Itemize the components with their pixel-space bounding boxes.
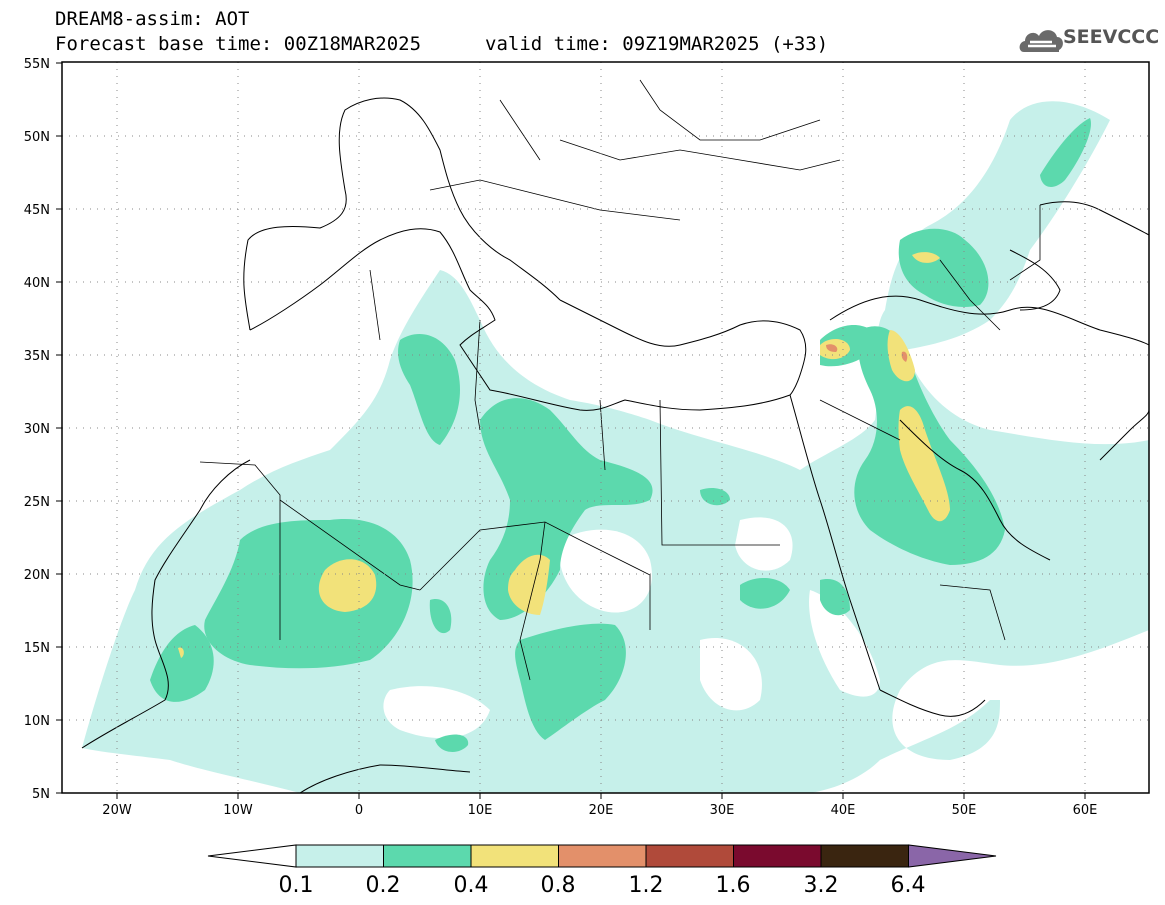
colorbar-labels: 0.1 0.2 0.4 0.8 1.2 1.6 3.2 6.4 bbox=[279, 873, 926, 898]
latitude-labels: 55N 50N 45N 40N 35N 30N 25N 20N 15N 10N … bbox=[24, 57, 50, 802]
lat-label: 25N bbox=[24, 495, 50, 510]
colorbar-label: 3.2 bbox=[804, 873, 839, 898]
lat-label: 50N bbox=[24, 130, 50, 145]
aot-below-threshold bbox=[383, 517, 880, 739]
map-title: DREAM8-assim: AOT bbox=[55, 8, 250, 30]
lon-label: 20W bbox=[102, 803, 132, 818]
lon-label: 0 bbox=[355, 803, 363, 818]
lat-label: 10N bbox=[24, 714, 50, 729]
colorbar-box bbox=[733, 844, 822, 868]
colorbar-box bbox=[645, 844, 734, 868]
lat-label: 35N bbox=[24, 349, 50, 364]
colorbar-box bbox=[558, 844, 647, 868]
lon-label: 50E bbox=[952, 803, 977, 818]
colorbar-label: 0.2 bbox=[366, 873, 401, 898]
aot-field bbox=[81, 79, 1149, 793]
aot-contour-0.8 bbox=[826, 344, 908, 362]
lon-label: 40E bbox=[831, 803, 856, 818]
colorbar-box bbox=[383, 844, 472, 868]
lat-label: 30N bbox=[24, 422, 50, 437]
colorbar-label: 1.2 bbox=[629, 873, 664, 898]
forecast-base-time: Forecast base time: 00Z18MAR2025 bbox=[55, 33, 422, 55]
colorbar-label: 0.4 bbox=[454, 873, 489, 898]
lat-label: 55N bbox=[24, 57, 50, 72]
coastlines bbox=[81, 97, 1149, 793]
colorbar-label: 6.4 bbox=[891, 873, 926, 898]
lat-label: 5N bbox=[32, 787, 50, 802]
cloud-logo-icon bbox=[1019, 30, 1063, 52]
colorbar-label: 1.6 bbox=[716, 873, 751, 898]
graticule bbox=[62, 62, 1149, 793]
lat-label: 45N bbox=[24, 203, 50, 218]
colorbar-label: 0.8 bbox=[541, 873, 576, 898]
lon-label: 30E bbox=[710, 803, 735, 818]
colorbar-arrow-left bbox=[207, 844, 297, 868]
lon-label: 10W bbox=[223, 803, 253, 818]
tick-marks bbox=[56, 62, 1086, 799]
lat-label: 20N bbox=[24, 568, 50, 583]
lat-label: 40N bbox=[24, 276, 50, 291]
lat-label: 15N bbox=[24, 641, 50, 656]
colorbar-box bbox=[470, 844, 559, 868]
lon-label: 10E bbox=[468, 803, 493, 818]
lon-label: 20E bbox=[589, 803, 614, 818]
colorbar-box bbox=[295, 844, 384, 868]
colorbar-box bbox=[820, 844, 909, 868]
valid-time: valid time: 09Z19MAR2025 (+33) bbox=[485, 33, 829, 55]
aot-contour-0.1 bbox=[82, 101, 1149, 793]
lon-label: 60E bbox=[1073, 803, 1098, 818]
country-borders bbox=[199, 79, 1041, 681]
aot-contour-0.4 bbox=[178, 252, 950, 658]
colorbar bbox=[207, 844, 997, 868]
longitude-labels: 20W 10W 0 10E 20E 30E 40E 50E 60E bbox=[102, 803, 1097, 818]
colorbar-arrow-right bbox=[908, 844, 997, 868]
logo-text: SEEVCCC bbox=[1063, 26, 1160, 48]
colorbar-label: 0.1 bbox=[279, 873, 314, 898]
